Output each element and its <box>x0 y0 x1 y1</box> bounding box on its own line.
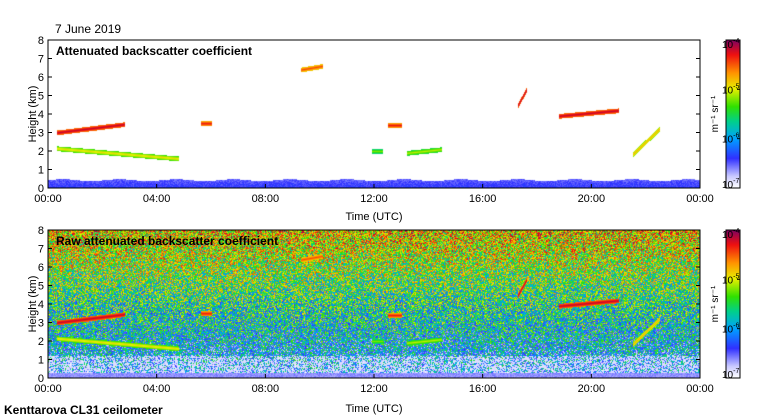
y-tick-label: 7 <box>38 244 44 256</box>
colorbar-tick-label: 10-5 <box>722 273 739 286</box>
colorbar-label: m⁻¹ sr⁻¹ <box>710 285 721 322</box>
y-tick-label: 1 <box>38 355 44 367</box>
x-tick-label: 20:00 <box>578 383 606 395</box>
colorbar-tick-label: 10-7 <box>722 178 739 191</box>
panel-raw-backscatter: Raw attenuated backscatter coefficient 0… <box>27 225 741 415</box>
x-tick-label: 12:00 <box>360 383 388 395</box>
x-tick-label: 16:00 <box>469 383 497 395</box>
backscatter-image <box>48 40 700 188</box>
colorbar-tick-label: 10-4 <box>722 38 739 51</box>
y-axis-label: Height (km) <box>27 276 39 333</box>
date-label: 7 June 2019 <box>55 22 121 36</box>
x-tick-label: 00:00 <box>34 383 62 395</box>
x-tick-label: 00:00 <box>686 383 714 395</box>
x-tick-label: 04:00 <box>143 193 171 205</box>
x-axis-label: Time (UTC) <box>345 403 402 415</box>
y-tick-label: 1 <box>38 165 44 177</box>
x-tick-label: 08:00 <box>252 193 280 205</box>
colorbar-tick-label: 10-6 <box>722 323 739 336</box>
x-tick-label: 00:00 <box>34 193 62 205</box>
colorbar <box>725 39 741 189</box>
panel-title: Attenuated backscatter coefficient <box>56 44 252 58</box>
y-tick-label: 8 <box>38 225 44 237</box>
y-tick-label: 2 <box>38 336 44 348</box>
site-label: Kenttarova CL31 ceilometer <box>4 403 163 417</box>
colorbar-ticks: 10-7 10-6 10-5 10-4 m⁻¹ sr⁻¹ <box>710 228 740 381</box>
y-tick-label: 8 <box>38 35 44 47</box>
y-ticks: 0 1 2 3 4 5 6 7 8 <box>38 225 700 385</box>
y-tick-label: 5 <box>38 91 44 103</box>
y-tick-label: 3 <box>38 318 44 330</box>
y-tick-label: 6 <box>38 262 44 274</box>
colorbar-ticks: 10-7 10-6 10-5 10-4 m⁻¹ sr⁻¹ <box>710 38 740 191</box>
colorbar-label: m⁻¹ sr⁻¹ <box>710 95 721 132</box>
x-tick-label: 16:00 <box>469 193 497 205</box>
x-tick-label: 08:00 <box>252 383 280 395</box>
x-tick-label: 00:00 <box>686 193 714 205</box>
y-tick-label: 0 <box>38 373 44 385</box>
colorbar-tick-label: 10-4 <box>722 228 739 241</box>
colorbar-tick-label: 10-6 <box>722 133 739 146</box>
x-tick-label: 20:00 <box>578 193 606 205</box>
x-ticks: 00:00 04:00 08:00 12:00 16:00 20:00 00:00 <box>34 374 714 395</box>
y-tick-label: 2 <box>38 146 44 158</box>
colorbar-tick-label: 10-7 <box>722 368 739 381</box>
colorbar <box>725 229 741 379</box>
y-tick-label: 6 <box>38 72 44 84</box>
y-tick-label: 5 <box>38 281 44 293</box>
x-tick-label: 12:00 <box>360 193 388 205</box>
y-ticks: 0 1 2 3 4 5 6 7 8 <box>38 35 700 195</box>
x-axis-label: Time (UTC) <box>345 211 402 223</box>
y-axis-label: Height (km) <box>27 86 39 143</box>
y-tick-label: 4 <box>38 299 44 311</box>
colorbar-tick-label: 10-5 <box>722 83 739 96</box>
y-tick-label: 3 <box>38 128 44 140</box>
panel-attenuated-backscatter: Attenuated backscatter coefficient 0 1 2 3 4… <box>27 35 741 223</box>
x-tick-label: 04:00 <box>143 383 171 395</box>
y-tick-label: 0 <box>38 183 44 195</box>
raw-backscatter-image <box>48 230 700 378</box>
y-tick-label: 4 <box>38 109 44 121</box>
y-tick-label: 7 <box>38 54 44 66</box>
panel-title: Raw attenuated backscatter coefficient <box>56 234 278 248</box>
x-ticks: 00:00 04:00 08:00 12:00 16:00 20:00 00:00 <box>34 184 714 205</box>
